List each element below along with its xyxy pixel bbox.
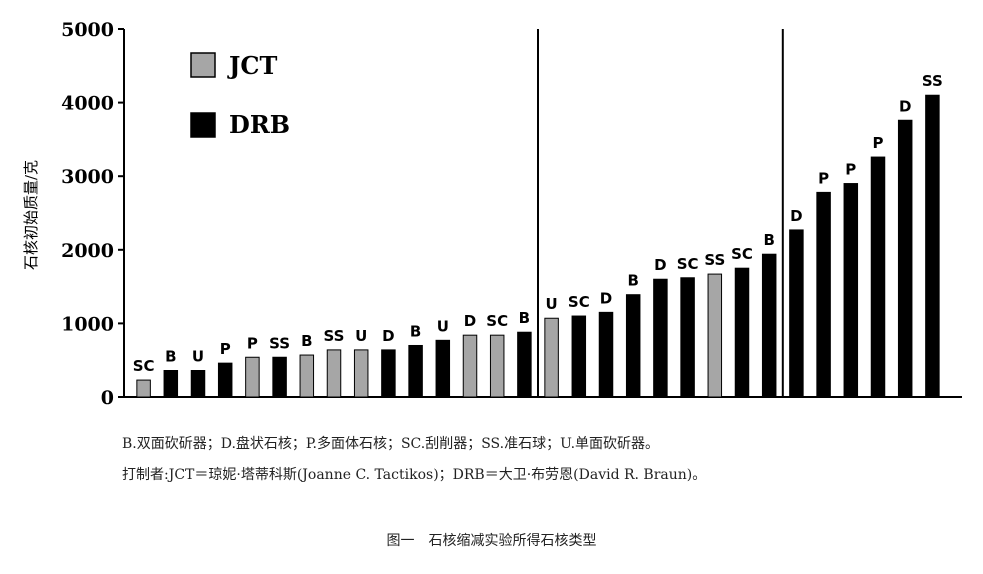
bar-label: P xyxy=(818,169,829,187)
legend: JCT DRB xyxy=(190,51,290,139)
bar xyxy=(707,273,723,398)
bar-label: D xyxy=(899,97,911,115)
bar xyxy=(245,356,260,398)
bar xyxy=(462,334,478,398)
bar-label: B xyxy=(301,332,312,350)
bar-label: B xyxy=(627,272,638,290)
bar xyxy=(761,253,777,398)
bar-label: SS xyxy=(324,327,345,345)
legend-swatch-drb xyxy=(190,112,216,138)
bar xyxy=(925,94,940,398)
bar xyxy=(816,191,831,398)
bar-label: SC xyxy=(677,255,699,273)
bar-label: B xyxy=(165,348,176,366)
bars xyxy=(136,94,940,398)
axes: 0 1000 2000 3000 4000 5000 xyxy=(61,19,962,409)
bar xyxy=(734,267,750,398)
bar-label: P xyxy=(220,340,231,358)
bar xyxy=(843,183,859,398)
bar-label: D xyxy=(654,256,666,274)
bar-label: SS xyxy=(704,251,725,269)
bar-label: B xyxy=(519,309,530,327)
bar-label: SC xyxy=(568,293,590,311)
bar xyxy=(299,354,315,398)
bar-label: SC xyxy=(486,312,508,330)
legend-label-drb: DRB xyxy=(229,110,290,139)
bar-label: D xyxy=(600,289,612,307)
bar-label: B xyxy=(410,322,421,340)
bar xyxy=(136,379,151,398)
bar xyxy=(381,349,396,398)
bar-label: U xyxy=(437,317,449,335)
bar-label: SC xyxy=(133,357,155,375)
bar-label: D xyxy=(464,312,476,330)
bar xyxy=(544,317,559,398)
legend-label-jct: JCT xyxy=(227,51,277,80)
y-axis-label: 石核初始质量/克 xyxy=(22,160,40,270)
bar xyxy=(653,278,668,398)
bar xyxy=(897,119,913,398)
bar xyxy=(272,356,287,398)
y-tick-label: 4000 xyxy=(61,93,114,115)
bar-label: P xyxy=(247,334,258,352)
bar xyxy=(625,294,641,398)
bar xyxy=(517,331,532,398)
y-tick-label: 2000 xyxy=(61,240,114,262)
bar xyxy=(163,370,179,398)
bar xyxy=(598,311,614,398)
bar xyxy=(489,334,505,398)
bar-label: B xyxy=(763,231,774,249)
bar xyxy=(789,229,804,398)
y-tick-label: 5000 xyxy=(61,19,114,41)
bar xyxy=(217,362,233,398)
bar-label: SS xyxy=(922,72,943,90)
bar xyxy=(326,349,342,398)
y-tick-label: 0 xyxy=(101,387,114,409)
bar-label: SS xyxy=(269,334,290,352)
y-tick-label: 1000 xyxy=(61,313,114,335)
bar xyxy=(680,277,695,398)
legend-swatch-jct xyxy=(190,52,216,78)
bar-label: P xyxy=(873,134,884,152)
bar xyxy=(435,339,451,398)
bar xyxy=(571,315,587,398)
legend-note-abbreviations: B.双面砍斫器；D.盘状石核；P.多面体石核；SC.刮削器；SS.准石球；U.单… xyxy=(122,436,660,452)
bar xyxy=(870,156,886,398)
bar-label: U xyxy=(192,348,204,366)
y-tick-label: 3000 xyxy=(61,166,114,188)
bar-label: U xyxy=(355,327,367,345)
bar-label: P xyxy=(845,161,856,179)
bar-label: U xyxy=(546,295,558,313)
bar-label: SC xyxy=(731,245,753,263)
figure-title: 图一 石核缩减实验所得石核类型 xyxy=(386,533,597,549)
bar xyxy=(190,370,206,398)
bar xyxy=(408,344,423,398)
bar-label: D xyxy=(790,207,802,225)
bar xyxy=(353,349,369,398)
legend-note-knappers: 打制者:JCT＝琼妮·塔蒂科斯(Joanne C. Tactikos)；DRB＝… xyxy=(122,467,707,483)
bar-label: D xyxy=(382,327,394,345)
